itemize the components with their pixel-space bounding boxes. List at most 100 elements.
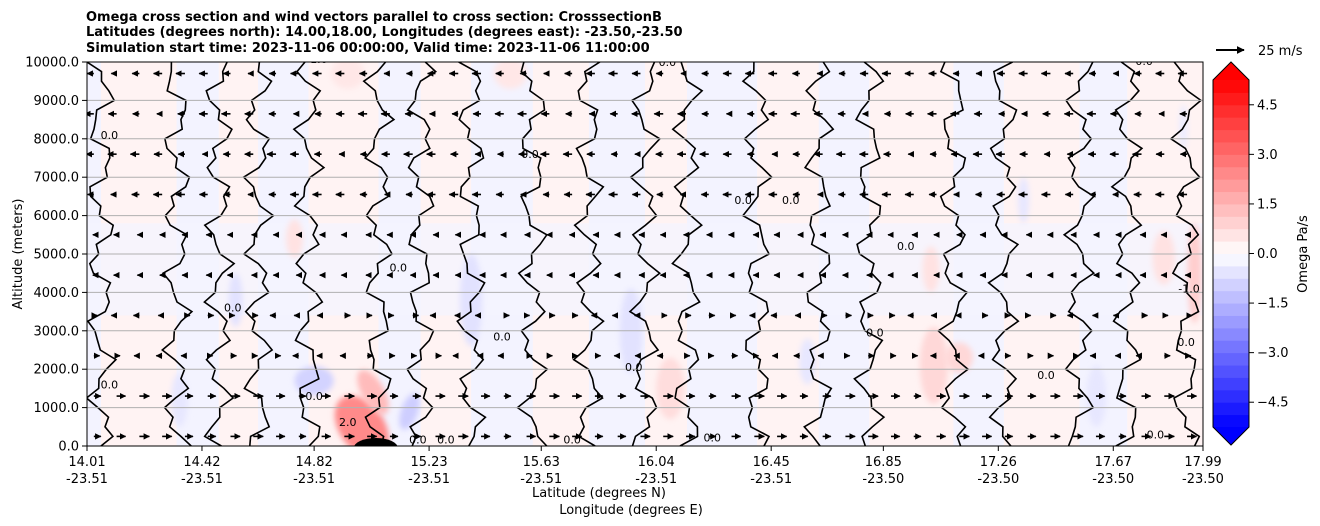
- contour-label: 0.0: [866, 327, 884, 340]
- contour-label: 2.0: [339, 416, 357, 429]
- x-tick-label-lat: 16.85: [865, 455, 902, 470]
- contour-label: 0.0: [437, 434, 455, 447]
- colorbar-segment: [1213, 377, 1249, 391]
- x-axis-label-longitude: Longitude (degrees E): [559, 503, 703, 518]
- vector-key-label: 25 m/s: [1258, 44, 1303, 59]
- x-tick-label-lat: 17.26: [980, 455, 1017, 470]
- x-tick-label-lon: -23.51: [750, 472, 792, 487]
- colorbar-label: Omega Pa/s: [1296, 215, 1311, 293]
- x-axis-label-latitude: Latitude (degrees N): [532, 486, 666, 501]
- colorbar-segment: [1213, 303, 1249, 316]
- colorbar-segment: [1213, 154, 1249, 168]
- colorbar-segment: [1213, 129, 1249, 143]
- x-tick-label-lat: 17.67: [1095, 455, 1132, 470]
- x-tick-label-lon: -23.51: [408, 472, 450, 487]
- omega-feature-positive-15: [922, 246, 940, 293]
- colorbar-segment: [1213, 365, 1249, 378]
- y-tick-label: 10000.0: [25, 56, 79, 71]
- x-axis: 14.01 -23.51 14.42 -23.51 14.82 -23.51 15.23 -2…: [66, 446, 1224, 487]
- gridlines: [87, 99, 1203, 409]
- colorbar-segment: [1213, 80, 1249, 93]
- omega-feature-positive-14: [919, 326, 948, 404]
- colorbar-segment: [1213, 278, 1249, 292]
- y-tick-label: 8000.0: [34, 132, 80, 147]
- colorbar-tick-label: 1.5: [1257, 197, 1278, 212]
- colorbar-segment: [1213, 203, 1249, 217]
- omega-feature-negative-10: [1017, 177, 1030, 224]
- contour-label: 0.0: [782, 194, 800, 207]
- x-tick-label-lon: -23.51: [293, 472, 335, 487]
- contour-label: 0.0: [389, 261, 407, 274]
- x-tick-label-lat: 16.45: [753, 455, 790, 470]
- colorbar-segment: [1213, 389, 1249, 403]
- colorbar-extend-max: [1213, 62, 1249, 80]
- x-tick-label-lat: 14.82: [296, 455, 333, 470]
- x-tick-label-lat: 14.42: [183, 455, 220, 470]
- omega-feature-positive-20: [493, 62, 528, 89]
- colorbar-segment: [1213, 327, 1249, 341]
- colorbar-segment: [1213, 104, 1249, 118]
- x-tick-label-lon: -23.50: [1092, 472, 1134, 487]
- colorbar-segment: [1213, 228, 1249, 242]
- colorbar-segment: [1213, 166, 1249, 180]
- contour-label: 0.0: [1135, 55, 1153, 68]
- y-tick-label: 3000.0: [34, 324, 80, 339]
- x-tick-label-lat: 17.99: [1184, 455, 1221, 470]
- colorbar: −4.5 −3.0 −1.5 0.0 1.5 3.0 4.5: [1212, 61, 1289, 446]
- y-tick-label: 4000.0: [34, 286, 80, 301]
- colorbar-segment: [1213, 191, 1249, 205]
- x-tick-label-lat: 15.23: [410, 455, 447, 470]
- contour-label: 0.0: [409, 434, 427, 447]
- x-tick-label-lon: -23.50: [1182, 472, 1224, 487]
- colorbar-tick-label: 4.5: [1257, 98, 1278, 113]
- colorbar-segment: [1213, 290, 1249, 304]
- contour-label: 0.0: [305, 390, 323, 403]
- colorbar-segment: [1213, 315, 1249, 329]
- colorbar-segment: [1213, 340, 1249, 354]
- colorbar-tick-label: −3.0: [1257, 346, 1289, 361]
- y-tick-label: 7000.0: [34, 171, 80, 186]
- x-tick-label-lon: -23.50: [977, 472, 1019, 487]
- colorbar-segment: [1213, 352, 1249, 366]
- omega-field: [87, 62, 1203, 446]
- contour-label: 0.0: [101, 129, 119, 142]
- y-axis-label: Altitude (meters): [11, 199, 26, 310]
- chart-title: Omega cross section and wind vectors par…: [86, 10, 683, 56]
- colorbar-segment: [1213, 92, 1249, 106]
- colorbar-tick-label: −4.5: [1257, 396, 1289, 411]
- contour-labels: 0.0 0.0 0.0 0.0 0.0 0.0 0.0 2.0 -1.0 0.0 0.0 0.0 0.0…: [101, 53, 1200, 447]
- colorbar-segment: [1213, 216, 1249, 230]
- x-tick-label-lon: -23.51: [66, 472, 108, 487]
- terrain: [354, 438, 398, 446]
- omega-feature-positive-1: [357, 369, 389, 415]
- title-line-2: Latitudes (degrees north): 14.00,18.00, …: [86, 25, 683, 40]
- x-tick-label-lat: 14.01: [68, 455, 105, 470]
- contour-label: 0.0: [1037, 369, 1055, 382]
- contour-label: 0.0: [659, 56, 677, 69]
- omega-feature-positive-16: [1152, 230, 1175, 285]
- omega-feature-negative-3: [399, 393, 420, 430]
- omega-feature-negative-6: [228, 273, 243, 327]
- y-tick-label: 5000.0: [34, 248, 80, 263]
- colorbar-segment: [1213, 241, 1249, 254]
- omega-mid-layer: [87, 223, 1203, 316]
- colorbar-extend-min: [1213, 427, 1249, 445]
- contour-label: 0.0: [101, 378, 119, 391]
- omega-feature-positive-12: [286, 219, 303, 258]
- y-tick-label: 0.0: [58, 440, 79, 455]
- plot-area: 0.0 0.0 0.0 0.0 0.0 0.0 0.0 2.0 -1.0 0.0 0.0 0.0 0.0…: [86, 53, 1204, 447]
- colorbar-segment: [1213, 414, 1249, 428]
- contour-label: 0.0: [704, 431, 722, 444]
- colorbar-frame: [1212, 61, 1250, 446]
- contour-label: -1.0: [306, 53, 327, 66]
- colorbar-segment: [1213, 402, 1249, 416]
- contour-label: 0.0: [897, 240, 915, 253]
- colorbar-segment: [1213, 117, 1249, 131]
- contour-label: -1.0: [1178, 282, 1199, 295]
- title-line-1: Omega cross section and wind vectors par…: [86, 10, 662, 25]
- x-tick-label-lat: 15.63: [523, 455, 560, 470]
- x-tick-label-lon: -23.51: [181, 472, 223, 487]
- omega-feature-positive-18: [945, 342, 974, 374]
- y-tick-label: 1000.0: [34, 401, 80, 416]
